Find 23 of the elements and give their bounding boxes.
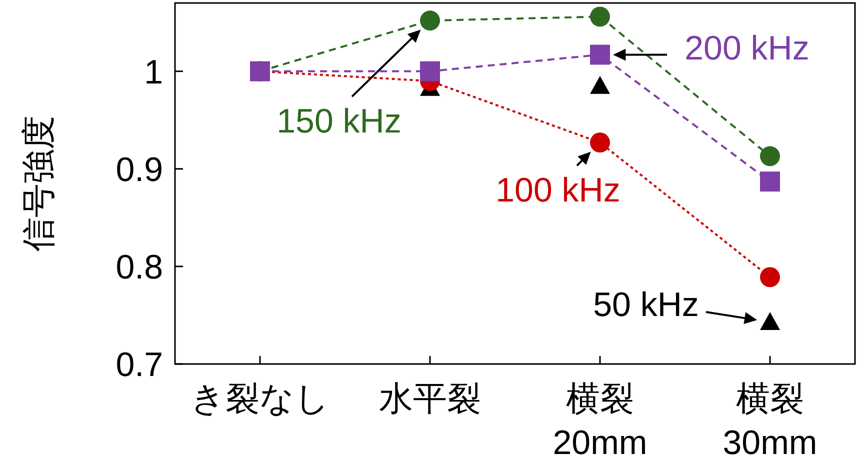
point — [590, 132, 610, 153]
annotation: 150 kHz — [276, 102, 402, 141]
point — [760, 146, 780, 166]
annotation: 100 kHz — [496, 172, 620, 210]
x-tick-label: き裂なし — [190, 380, 330, 418]
annotation: 50 kHz — [593, 286, 699, 324]
point — [760, 312, 780, 330]
point — [760, 172, 780, 192]
annotation: 200 kHz — [684, 30, 810, 68]
point — [590, 44, 610, 65]
y-tick-label: 0.9 — [116, 150, 163, 189]
y-tick-label: 0.7 — [116, 346, 163, 384]
x-tick-label: 水平裂 — [379, 380, 481, 418]
point — [590, 6, 610, 27]
y-tick-label: 1 — [144, 53, 163, 92]
x-tick-label: 横裂 20mm — [552, 380, 648, 462]
x-tick-label: 横裂 30mm — [722, 380, 818, 462]
y-tick-label: 0.8 — [116, 248, 163, 286]
point — [420, 61, 440, 82]
point — [420, 10, 440, 31]
point — [760, 267, 780, 288]
y-axis-title: 信号強度 — [20, 116, 58, 252]
point — [590, 76, 610, 94]
